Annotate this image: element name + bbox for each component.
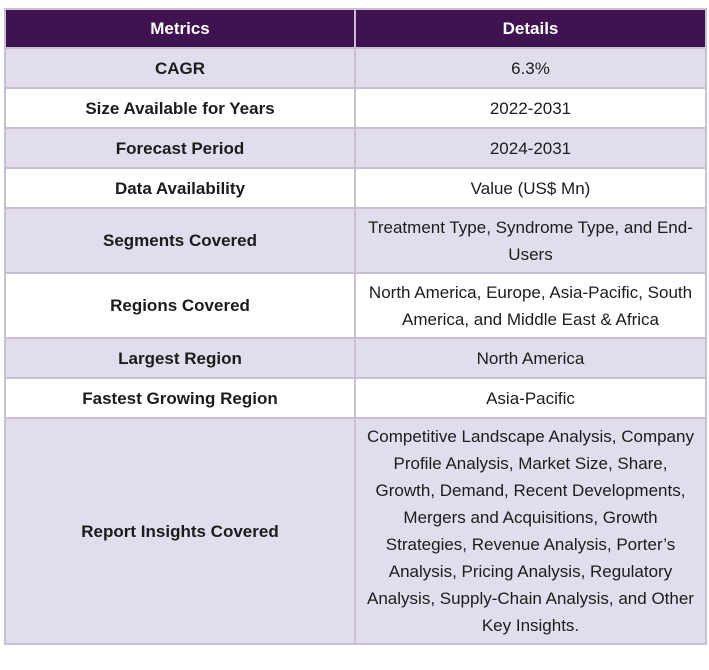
metric-largest-region: Largest Region bbox=[4, 337, 356, 379]
metric-cagr: CAGR bbox=[4, 47, 356, 89]
table-row: Forecast Period 2024-2031 bbox=[4, 127, 707, 169]
table-header-row: Metrics Details bbox=[4, 8, 707, 49]
table-row: Fastest Growing Region Asia-Pacific bbox=[4, 377, 707, 419]
metric-segments-covered: Segments Covered bbox=[4, 207, 356, 274]
details-largest-region: North America bbox=[354, 337, 707, 379]
metric-fastest-growing-region: Fastest Growing Region bbox=[4, 377, 356, 419]
details-fastest-growing-region: Asia-Pacific bbox=[354, 377, 707, 419]
metric-data-availability: Data Availability bbox=[4, 167, 356, 209]
details-cagr: 6.3% bbox=[354, 47, 707, 89]
table-row: Size Available for Years 2022-2031 bbox=[4, 87, 707, 129]
details-report-insights: Competitive Landscape Analysis, Company … bbox=[354, 417, 707, 645]
details-regions-covered: North America, Europe, Asia-Pacific, Sou… bbox=[354, 272, 707, 339]
table-row: CAGR 6.3% bbox=[4, 47, 707, 89]
metric-size-years: Size Available for Years bbox=[4, 87, 356, 129]
table-row: Regions Covered North America, Europe, A… bbox=[4, 272, 707, 339]
table-row: Data Availability Value (US$ Mn) bbox=[4, 167, 707, 209]
details-size-years: 2022-2031 bbox=[354, 87, 707, 129]
metric-regions-covered: Regions Covered bbox=[4, 272, 356, 339]
header-metrics: Metrics bbox=[4, 8, 356, 49]
table-row: Segments Covered Treatment Type, Syndrom… bbox=[4, 207, 707, 274]
table-row: Largest Region North America bbox=[4, 337, 707, 379]
metrics-table-container: Metrics Details CAGR 6.3% Size Available… bbox=[4, 8, 707, 645]
metric-report-insights: Report Insights Covered bbox=[4, 417, 356, 645]
details-data-availability: Value (US$ Mn) bbox=[354, 167, 707, 209]
metric-forecast-period: Forecast Period bbox=[4, 127, 356, 169]
details-segments-covered: Treatment Type, Syndrome Type, and End-U… bbox=[354, 207, 707, 274]
header-details: Details bbox=[354, 8, 707, 49]
table-row: Report Insights Covered Competitive Land… bbox=[4, 417, 707, 645]
metrics-table: Metrics Details CAGR 6.3% Size Available… bbox=[4, 8, 707, 645]
details-forecast-period: 2024-2031 bbox=[354, 127, 707, 169]
